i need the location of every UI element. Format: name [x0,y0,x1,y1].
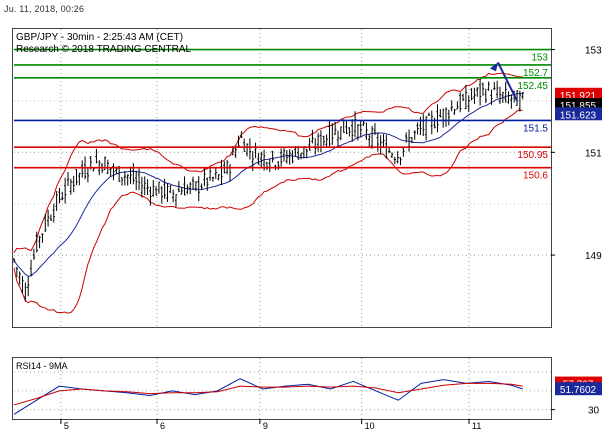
price-badge: 151.921 [560,91,597,102]
price-chart-frame [12,28,552,328]
y-tick-label: 153 [585,46,602,57]
x-tick-label: 5 [64,421,69,431]
rsi-line [13,378,523,415]
price-badge-bg [555,107,602,121]
bollinger-lower [13,109,523,314]
bollinger-upper [13,72,523,253]
rsi-ma-line [13,382,523,406]
rsi-badge-bg [555,382,602,396]
y-tick-label: 151 [585,148,602,159]
rsi-label: RSI14 - 9MA [16,361,68,371]
bollinger-bands [13,72,523,314]
top-bar: Ju. 11, 2018, 00:26 [0,0,612,20]
candles [12,79,524,302]
moving-average [13,93,523,277]
key-level-label: 152.45 [517,81,548,92]
forecast-arrowhead [490,62,498,72]
x-tick-label: 10 [365,421,375,431]
y-tick-label: 149 [585,251,602,262]
key-level-label: 150.95 [517,150,548,161]
rsi-badge: 51.7602 [560,385,597,396]
price-badge-bg [555,87,602,101]
session-date: Ju. 11, 2018, 00:26 [4,4,85,14]
grid [14,29,551,419]
y-tick-label: 30 [588,406,600,417]
rsi-chart-frame [12,357,552,420]
price-badge: 151.855 [560,101,597,112]
x-tick-label: 9 [263,421,268,431]
key-level-label: 152.7 [523,68,548,79]
chart-title: GBP/JPY - 30min - 2:25:43 AM (CET) [16,32,183,43]
moving-average-line [13,93,523,277]
x-tick-label: 11 [472,421,481,431]
key-level-label: 151.5 [523,123,548,134]
forecast-arrow [497,61,518,102]
price-badge: 151.623 [560,110,597,121]
key-levels: 153 152.7 152.45 151.5 150.95 150.6 [14,48,551,182]
key-level-label: 153 [531,53,548,64]
rsi-lines [13,378,523,415]
chart-source: Research © 2018 TRADING CENTRAL [16,44,191,55]
key-level-label: 150.6 [523,171,548,182]
x-tick-label: 6 [160,421,165,431]
